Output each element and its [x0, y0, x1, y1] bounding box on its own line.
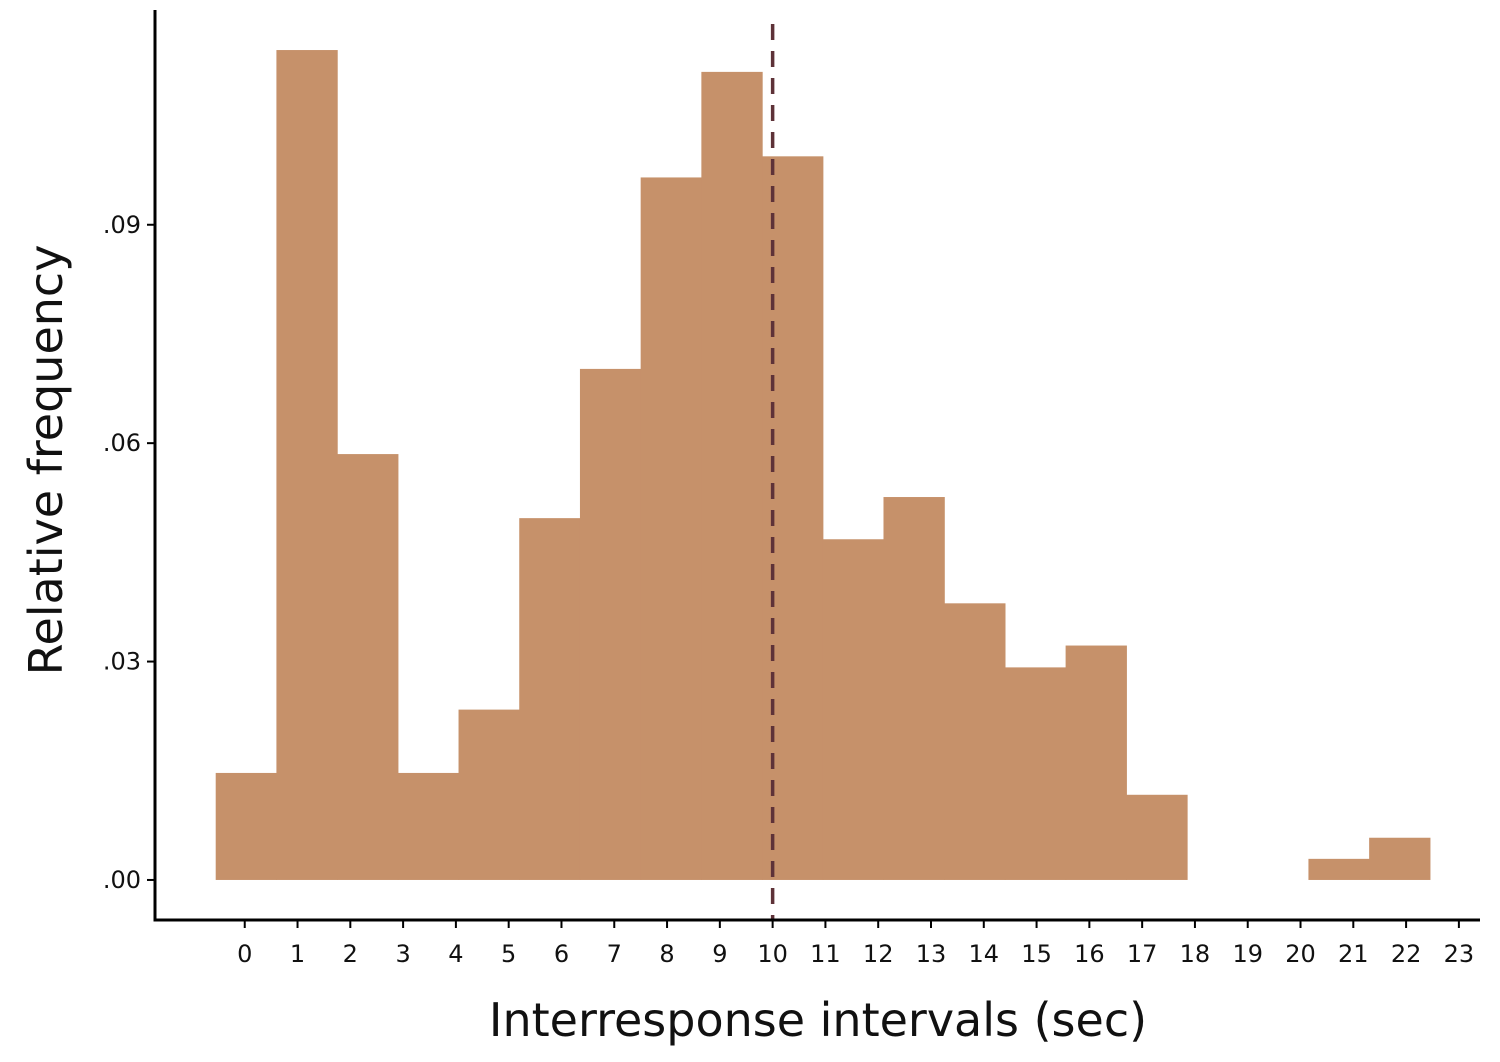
x-tick-label-21: 21 [1338, 940, 1369, 968]
x-tick-label-23: 23 [1444, 940, 1475, 968]
y-tick-label-2: .06 [103, 429, 141, 457]
histogram-bar-3 [397, 772, 460, 880]
x-tick-label-12: 12 [863, 940, 894, 968]
x-tick-label-8: 8 [659, 940, 674, 968]
histogram-bar-4 [458, 709, 520, 880]
x-tick-label-22: 22 [1391, 940, 1422, 968]
histogram-bar-0 [215, 772, 278, 880]
y-tick-label-3: .09 [103, 211, 141, 239]
x-tick-label-3: 3 [395, 940, 410, 968]
x-tick-label-20: 20 [1285, 940, 1316, 968]
x-tick-label-4: 4 [448, 940, 463, 968]
x-axis-title: Interresponse intervals (sec) [489, 993, 1147, 1047]
x-tick-label-18: 18 [1180, 940, 1211, 968]
histogram-bar-12 [944, 603, 1006, 880]
histogram-bar-19 [1369, 837, 1431, 880]
x-tick-label-13: 13 [916, 940, 947, 968]
x-tick-label-5: 5 [501, 940, 516, 968]
histogram-bar-14 [1065, 645, 1127, 880]
x-tick-label-6: 6 [554, 940, 569, 968]
axes-layer [153, 10, 1480, 922]
x-tick-label-14: 14 [969, 940, 1000, 968]
x-tick-label-16: 16 [1074, 940, 1105, 968]
x-tick-label-19: 19 [1232, 940, 1263, 968]
histogram-bar-18 [1308, 858, 1370, 880]
histogram-bar-1 [276, 50, 338, 880]
y-tick-label-0: .00 [103, 866, 141, 894]
y-tick-label-1: .03 [103, 648, 141, 676]
x-tick-label-9: 9 [712, 940, 727, 968]
histogram-bar-5 [519, 518, 581, 880]
x-tick-label-11: 11 [810, 940, 841, 968]
histogram-bar-8 [701, 71, 763, 880]
histogram-bar-15 [1126, 794, 1188, 880]
x-tick-label-0: 0 [237, 940, 252, 968]
x-tick-label-17: 17 [1127, 940, 1158, 968]
histogram-bar-7 [640, 177, 702, 880]
x-tick-label-15: 15 [1021, 940, 1052, 968]
ticks-layer: 0 1 2 3 4 5 6 7 8 9 10 11 12 13 14 15 16 17 18 19 20 21 22 23.0… [103, 211, 1474, 968]
y-axis-title: Relative frequency [19, 245, 73, 676]
histogram-bar-6 [579, 368, 642, 880]
x-tick-label-10: 10 [757, 940, 788, 968]
histogram-bar-2 [337, 454, 399, 880]
x-tick-label-2: 2 [343, 940, 358, 968]
bars-layer [215, 50, 1431, 880]
x-tick-label-1: 1 [290, 940, 305, 968]
histogram-bar-11 [883, 497, 945, 880]
x-tick-label-7: 7 [607, 940, 622, 968]
histogram-bar-13 [1004, 667, 1067, 880]
histogram-bar-10 [822, 539, 885, 880]
